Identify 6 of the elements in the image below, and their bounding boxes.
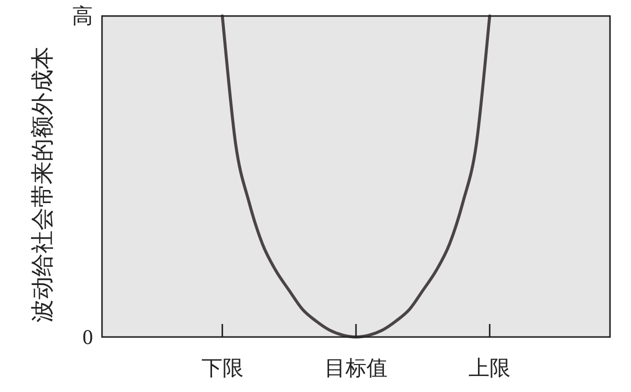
text: 0 bbox=[82, 325, 93, 349]
x-tick-label: 下限 bbox=[201, 356, 244, 380]
x-tick-label: 目标值 bbox=[324, 356, 388, 380]
text: 高 bbox=[72, 4, 93, 28]
y-axis-title: 波动给社会带来的额外成本 bbox=[30, 46, 55, 322]
x-tick-label: 上限 bbox=[468, 356, 511, 380]
